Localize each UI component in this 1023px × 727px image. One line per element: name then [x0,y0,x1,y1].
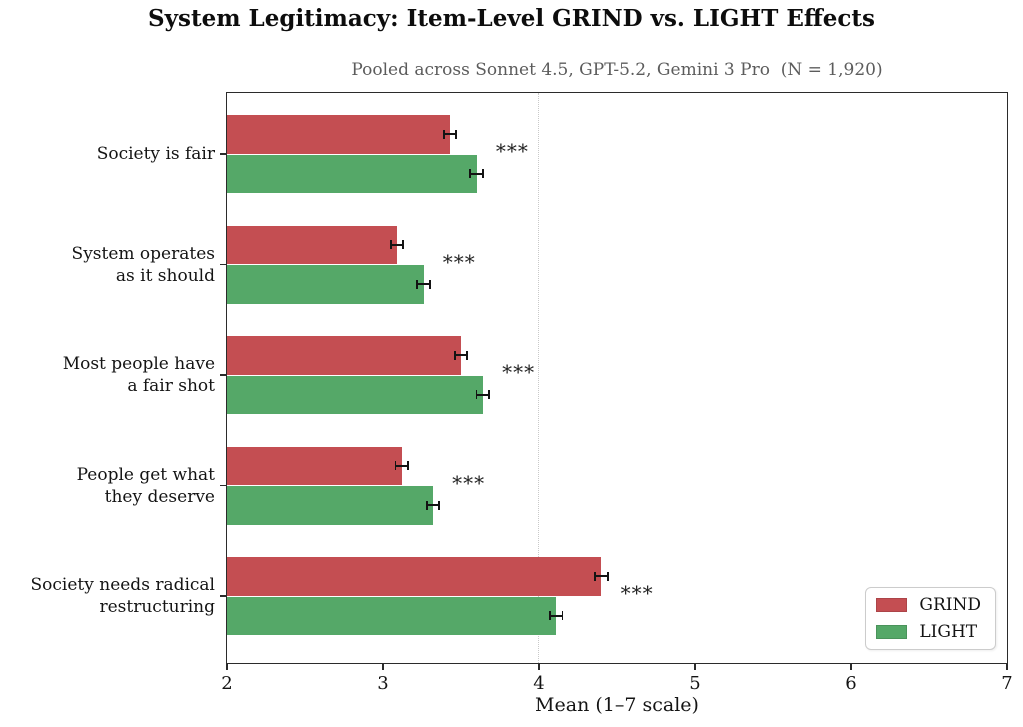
bar-light [227,375,483,414]
chart-title: System Legitimacy: Item-Level GRIND vs. … [148,5,875,32]
bar-light [227,596,557,635]
legend-item-light: LIGHT [876,622,981,642]
error-bar-cap [481,169,484,179]
bar-grind [227,336,461,375]
error-bar-cap [594,571,597,581]
error-bar [595,575,608,578]
y-tick [220,263,227,266]
x-tick-label: 4 [533,673,545,694]
error-bar-cap [416,279,419,289]
category-label: Society is fair [96,144,215,164]
x-tick [538,663,540,670]
bar-light [227,265,424,304]
error-bar-cap [389,240,392,250]
x-tick [694,663,696,670]
legend: GRIND LIGHT [865,587,996,650]
error-bar [549,614,563,617]
x-tick [226,663,228,670]
x-tick-label: 2 [221,673,233,694]
category-label: System operates as it should [71,243,215,286]
error-bar-cap [469,169,472,179]
y-tick [220,153,227,155]
error-bar [454,354,468,357]
error-bar [443,133,457,136]
light-swatch [876,625,908,639]
error-bar-cap [453,350,456,360]
bar-grind [227,557,602,596]
error-bar-cap [606,571,609,581]
error-bar [417,283,430,286]
bar-grind [227,225,398,264]
legend-label-light: LIGHT [919,622,978,642]
error-bar-cap [561,611,564,621]
y-tick [220,595,227,597]
x-axis-label: Mean (1–7 scale) [535,694,699,716]
x-tick-label: 6 [845,673,857,694]
error-bar-cap [488,390,490,400]
significance-stars: *** [620,581,654,605]
significance-stars: *** [442,249,476,274]
error-bar-cap [428,279,431,289]
y-tick [220,484,227,487]
bar-grind [227,446,402,485]
error-bar [476,393,490,396]
x-tick-label: 5 [689,673,701,694]
x-tick [850,663,852,670]
plot-area: GRIND LIGHT *** *** *** *** *** [226,92,1008,664]
error-bar-cap [455,129,458,139]
x-tick [1006,663,1008,670]
error-bar [426,504,440,507]
y-tick [220,374,227,376]
error-bar [470,172,483,175]
error-bar-cap [402,240,405,250]
chart-subtitle: Pooled across Sonnet 4.5, GPT-5.2, Gemin… [351,60,883,80]
significance-stars: *** [502,360,536,384]
error-bar-cap [475,390,478,400]
legend-item-grind: GRIND [876,595,981,615]
bar-light [227,486,433,525]
error-bar-cap [438,500,441,510]
x-tick-label: 3 [377,673,389,694]
error-bar-cap [394,461,397,471]
category-label: Society needs radical restructuring [30,575,216,617]
x-tick [382,663,384,670]
error-bar [395,464,408,467]
bar-grind [227,115,451,154]
category-label: Most people have a fair shot [62,354,215,396]
error-bar-cap [549,611,551,621]
refline-grid [538,93,540,663]
category-label: People get what they deserve [76,464,215,507]
error-bar-cap [466,350,469,360]
error-bar [390,243,404,246]
error-bar-cap [442,129,445,139]
legend-label-grind: GRIND [919,595,981,615]
x-tick-label: 7 [1001,673,1013,694]
significance-stars: *** [495,139,529,163]
grind-swatch [876,598,908,612]
error-bar-cap [407,461,409,471]
error-bar-cap [425,500,428,510]
bar-light [227,154,477,193]
significance-stars: *** [452,470,486,495]
